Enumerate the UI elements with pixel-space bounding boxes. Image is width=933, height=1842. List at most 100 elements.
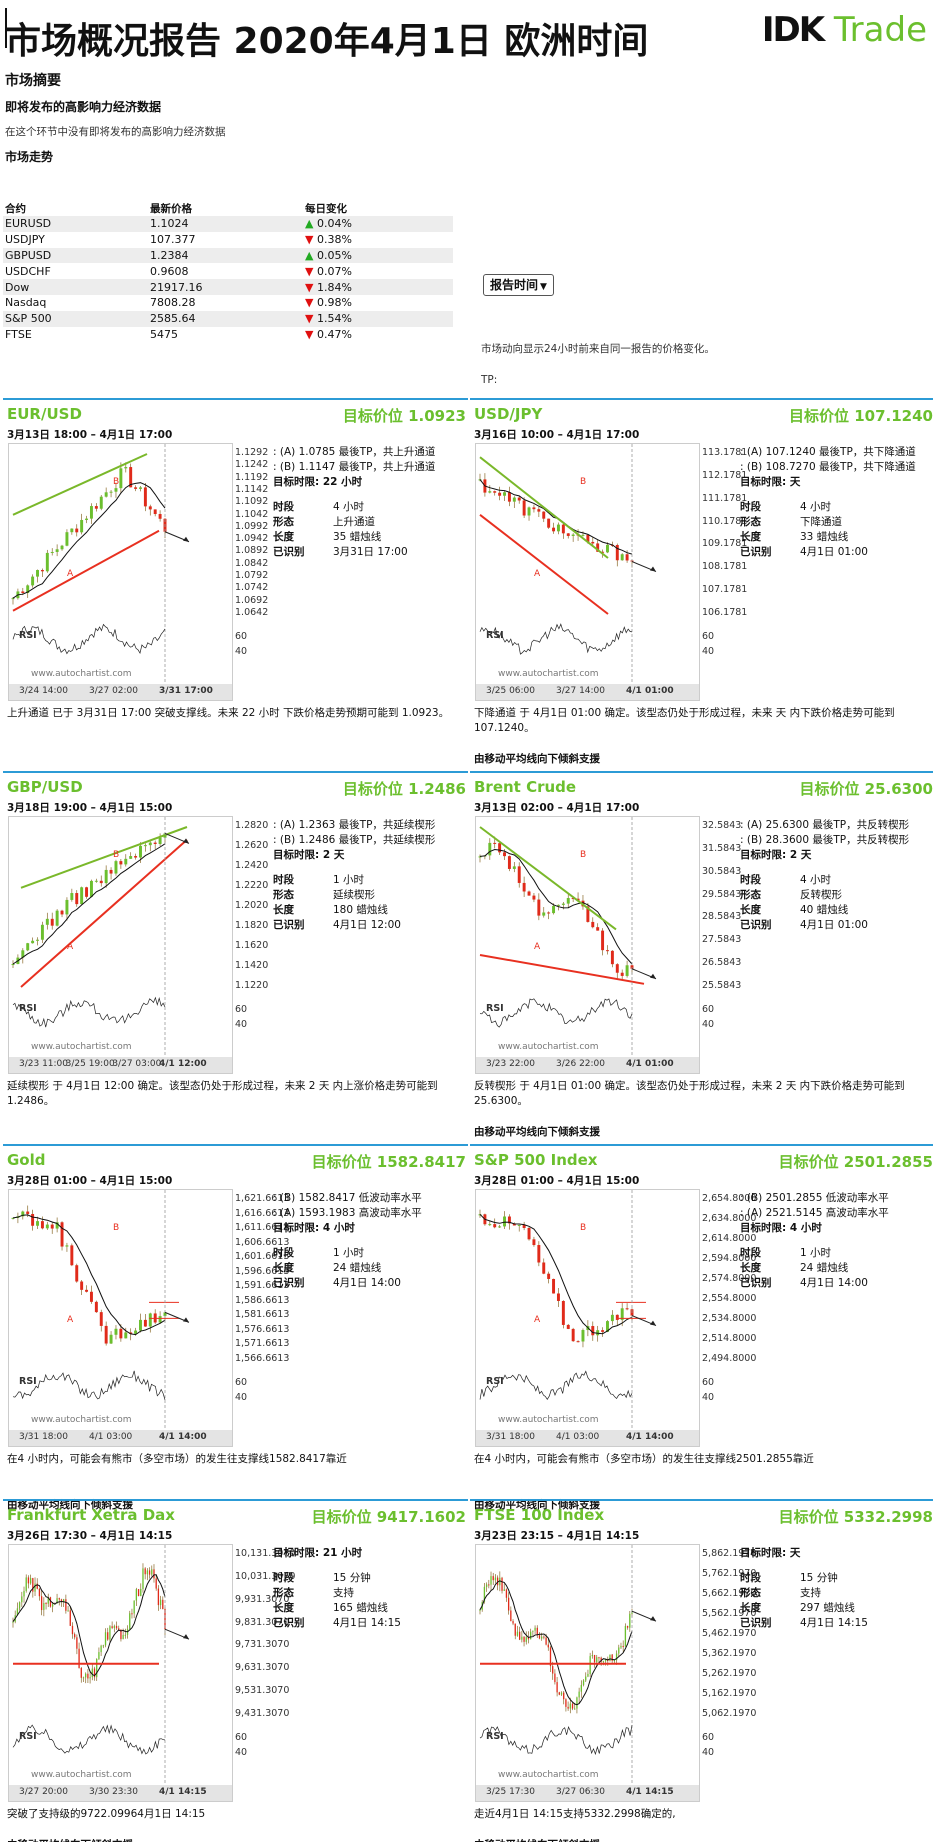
pattern-chart[interactable]: A B RSI www.autochartist.com 3/31 18:00 4/1 0… — [475, 1189, 700, 1447]
brand-logo[interactable]: IDK Trade — [762, 10, 927, 50]
candle-body — [543, 1636, 545, 1638]
info-row: 时段 1 小时 — [273, 873, 468, 888]
info-row: 时段 1 小时 — [273, 1246, 468, 1261]
y-tick-label: 1,591.6613 — [235, 1280, 290, 1292]
price-chart-svg — [479, 1545, 657, 1787]
pattern-description: 延续楔形 于 4月1日 12:00 确定。该型态仍处于形成过程，未来 2 天 内… — [7, 1080, 438, 1107]
pattern-point-label: B — [580, 1223, 586, 1233]
y-tick-label: 107.1781 — [702, 584, 748, 596]
row-symbol: FTSE — [5, 327, 32, 341]
candle-body — [75, 893, 79, 905]
pattern-point-label: A — [67, 569, 74, 579]
candle-body — [576, 1697, 578, 1709]
candle-body — [91, 1668, 93, 1678]
pattern-chart[interactable]: RSI www.autochartist.com 3/25 17:30 3/27 06… — [475, 1544, 700, 1802]
y-tick-label: 28.5843 — [702, 911, 742, 923]
pattern-info: : (A) 107.1240 最後TP，共下降通道: (B) 108.7270 … — [740, 445, 933, 560]
info-value: 35 蜡烛线 — [333, 531, 382, 543]
candle-body — [70, 528, 74, 533]
x-tick-label: 3/27 06:30 — [556, 1787, 606, 1797]
candle-body — [119, 1328, 123, 1339]
candle-body — [596, 1330, 600, 1336]
x-tick-label: 4/1 12:00 — [159, 1059, 207, 1069]
candle-body — [23, 1590, 25, 1597]
pattern-chart[interactable]: A B RSI www.autochartist.com 3/23 22:00 3/26 … — [475, 816, 700, 1074]
info-row: 长度 165 蜡烛线 — [273, 1601, 468, 1616]
info-row: 已识别 4月1日 12:00 — [273, 918, 468, 933]
candle-body — [113, 1625, 115, 1629]
info-key: 形态 — [273, 889, 294, 901]
y-tick-label: 5,562.1970 — [702, 1608, 757, 1619]
candle-body — [27, 1577, 30, 1584]
candle-body — [589, 1656, 591, 1674]
x-tick-label: 3/27 02:00 — [89, 686, 139, 696]
candle-body — [530, 1631, 532, 1640]
candle-body — [139, 487, 142, 489]
candle-body — [78, 1648, 80, 1669]
candle-body — [620, 1308, 624, 1320]
info-value: 40 蜡烛线 — [800, 904, 849, 916]
rsi-line — [12, 1724, 166, 1755]
pattern-chart[interactable]: A B RSI www.autochartist.com 3/23 11:00 3/25 … — [8, 816, 233, 1074]
candle-body — [591, 921, 595, 928]
y-tick-label: 1,621.6613 — [235, 1193, 290, 1204]
candle-body — [26, 943, 30, 951]
row-change: ▼ 1.84% — [303, 279, 453, 295]
candle-body — [40, 1596, 43, 1611]
candle-body — [498, 492, 502, 496]
candle-body — [493, 842, 497, 844]
pattern-point-label: B — [580, 477, 586, 487]
instrument-name[interactable]: GBP/USD — [7, 778, 83, 796]
instrument-name[interactable]: FTSE 100 Index — [474, 1506, 605, 1524]
arrowhead-icon — [183, 1634, 189, 1640]
candle-body — [104, 1325, 108, 1344]
instrument-name[interactable]: Frankfurt Xetra Dax — [7, 1506, 175, 1524]
pattern-point-label: A — [534, 569, 541, 579]
info-value: 反转楔形 — [800, 889, 842, 901]
date-range: 3月13日 18:00 – 4月1日 17:00 — [7, 429, 173, 441]
instrument-name[interactable]: Brent Crude — [474, 778, 577, 796]
candle-body — [622, 1645, 624, 1647]
pattern-chart[interactable]: A B RSI www.autochartist.com 3/24 14:00 3/27 … — [8, 443, 233, 701]
row-price: 2585.64 — [148, 310, 303, 327]
row-price: 0.9608 — [150, 264, 189, 278]
candle-body — [615, 1653, 618, 1661]
watermark: www.autochartist.com — [31, 1770, 132, 1780]
info-value: 33 蜡烛线 — [800, 531, 849, 543]
target-b-line: : (B) 108.7270 最後TP，共下降通道 — [740, 461, 916, 473]
candle-body — [485, 1584, 488, 1587]
resistance-line — [12, 453, 148, 516]
candle-body — [63, 1599, 65, 1602]
x-tick-label: 4/1 14:00 — [626, 1432, 674, 1442]
time-axis: 3/27 20:00 3/30 23:30 4/1 14:15 — [9, 1785, 232, 1801]
table-header-row: 合约 最新价格 每日变化 — [3, 201, 453, 216]
candle-body — [582, 1680, 585, 1685]
watermark: www.autochartist.com — [31, 669, 132, 679]
candle-body — [574, 1708, 576, 1710]
candle-body — [143, 845, 147, 847]
candle-body — [70, 1245, 74, 1266]
instrument-name[interactable]: Gold — [7, 1151, 46, 1169]
row-price: 5475 — [150, 327, 178, 341]
price-axis: 2,654.8000 2,634.8000 2,614.8000 2,594.8000… — [702, 1189, 762, 1429]
pattern-chart[interactable]: A B RSI www.autochartist.com 3/31 18:00 4/1 0… — [8, 1189, 233, 1447]
y-tick-label: 2,574.8000 — [702, 1273, 757, 1284]
candle-body — [596, 543, 600, 552]
candle-body — [565, 1699, 567, 1707]
info-value: 延续楔形 — [333, 889, 375, 901]
pattern-chart[interactable]: RSI www.autochartist.com 3/27 20:00 3/30 23… — [8, 1544, 233, 1802]
instrument-name[interactable]: USD/JPY — [474, 405, 543, 423]
candle-body — [94, 880, 98, 882]
info-value: 180 蜡烛线 — [333, 904, 388, 916]
candle-body — [615, 544, 619, 561]
info-key: 形态 — [740, 1587, 761, 1599]
instrument-name[interactable]: EUR/USD — [7, 405, 82, 423]
candle-body — [532, 507, 536, 510]
instrument-name[interactable]: S&P 500 Index — [474, 1151, 598, 1169]
pattern-chart[interactable]: A B RSI www.autochartist.com 3/25 06:00 3/27 … — [475, 443, 700, 701]
report-time-dropdown[interactable]: 报告时间 ▼ — [483, 274, 554, 296]
target-b-line: : (B) 28.3600 最後TP，共反转楔形 — [740, 834, 910, 846]
candle-body — [503, 1216, 506, 1227]
info-value: 支持 — [333, 1587, 354, 1599]
y-tick-label: 1.1420 — [235, 960, 269, 971]
